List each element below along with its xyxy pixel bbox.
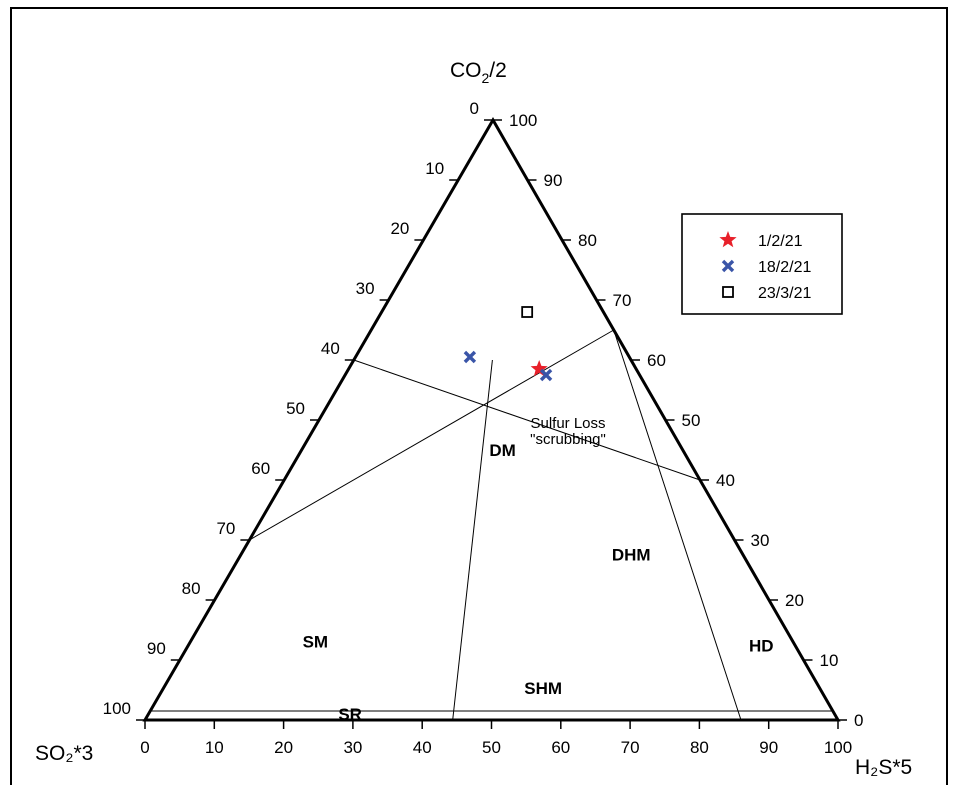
annotation-sulfur-loss: Sulfur Loss: [530, 415, 605, 432]
data-point-square: [521, 306, 534, 318]
corner-label-so2: SO₂*3: [35, 742, 93, 765]
bottom-axis-tick-label: 0: [140, 738, 149, 757]
legend: 1/2/21 18/2/21 23/3/21: [681, 213, 843, 315]
right-axis-tick-label: 90: [544, 171, 563, 190]
bottom-axis-tick-label: 60: [551, 738, 570, 757]
region-boundary-4: [613, 329, 742, 721]
bottom-axis-tick-label: 40: [413, 738, 432, 757]
region-label-dhm: DHM: [612, 545, 651, 564]
bottom-axis-tick-label: 80: [690, 738, 709, 757]
data-point-x: [463, 350, 477, 364]
region-boundary-2: [353, 359, 701, 481]
left-axis-tick-label: 50: [286, 399, 305, 418]
right-axis-tick-label: 50: [682, 411, 701, 430]
legend-marker-x: [721, 259, 735, 273]
bottom-axis-tick-label: 100: [824, 738, 852, 757]
left-axis-tick-label: 40: [321, 339, 340, 358]
legend-marker-star: [719, 231, 737, 248]
left-axis-tick-label: 100: [103, 699, 131, 718]
ternary-triangle: [142, 117, 841, 722]
right-axis-tick-label: 10: [820, 651, 839, 670]
region-label-sr: SR: [338, 705, 362, 724]
data-point-star: [530, 360, 548, 377]
region-label-sm: SM: [303, 632, 329, 651]
right-axis-tick-label: 30: [751, 531, 770, 550]
left-axis-tick-label: 30: [356, 279, 375, 298]
data-point-x: [539, 368, 553, 382]
legend-label: 23/3/21: [758, 285, 811, 302]
region-label-dm: DM: [489, 441, 515, 460]
annotation-sulfur-loss: "scrubbing": [530, 431, 606, 448]
left-axis-tick-label: 60: [251, 459, 270, 478]
bottom-axis-tick-label: 70: [621, 738, 640, 757]
legend-label: 18/2/21: [758, 259, 811, 276]
right-axis-tick-label: 20: [785, 591, 804, 610]
figure-frame: [10, 7, 948, 785]
bottom-axis-tick-label: 30: [343, 738, 362, 757]
region-boundary-1: [249, 329, 614, 541]
legend-box: [681, 213, 843, 315]
region-label-shm: SHM: [524, 679, 562, 698]
legend-marker-square: [722, 286, 734, 298]
right-axis-tick-label: 80: [578, 231, 597, 250]
left-axis-tick-label: 70: [216, 519, 235, 538]
right-axis-tick-label: 40: [716, 471, 735, 490]
left-axis-tick-label: 20: [390, 219, 409, 238]
bottom-axis-tick-label: 90: [759, 738, 778, 757]
legend-label: 1/2/21: [758, 233, 803, 250]
bottom-axis-tick-label: 50: [482, 738, 501, 757]
region-label-hd: HD: [749, 637, 774, 656]
corner-label-h2s: H₂S*5: [855, 756, 912, 779]
right-axis-tick-label: 0: [854, 711, 863, 730]
left-axis-tick-label: 0: [470, 99, 479, 118]
bottom-axis-tick-label: 20: [274, 738, 293, 757]
left-axis-tick-label: 90: [147, 639, 166, 658]
corner-label-co2: CO2/2: [450, 59, 507, 86]
left-axis-tick-label: 10: [425, 159, 444, 178]
right-axis-tick-label: 70: [613, 291, 632, 310]
right-axis-tick-label: 100: [509, 111, 537, 130]
bottom-axis-tick-label: 10: [205, 738, 224, 757]
region-boundary-3: [452, 359, 493, 721]
right-axis-tick-label: 60: [647, 351, 666, 370]
left-axis-tick-label: 80: [182, 579, 201, 598]
